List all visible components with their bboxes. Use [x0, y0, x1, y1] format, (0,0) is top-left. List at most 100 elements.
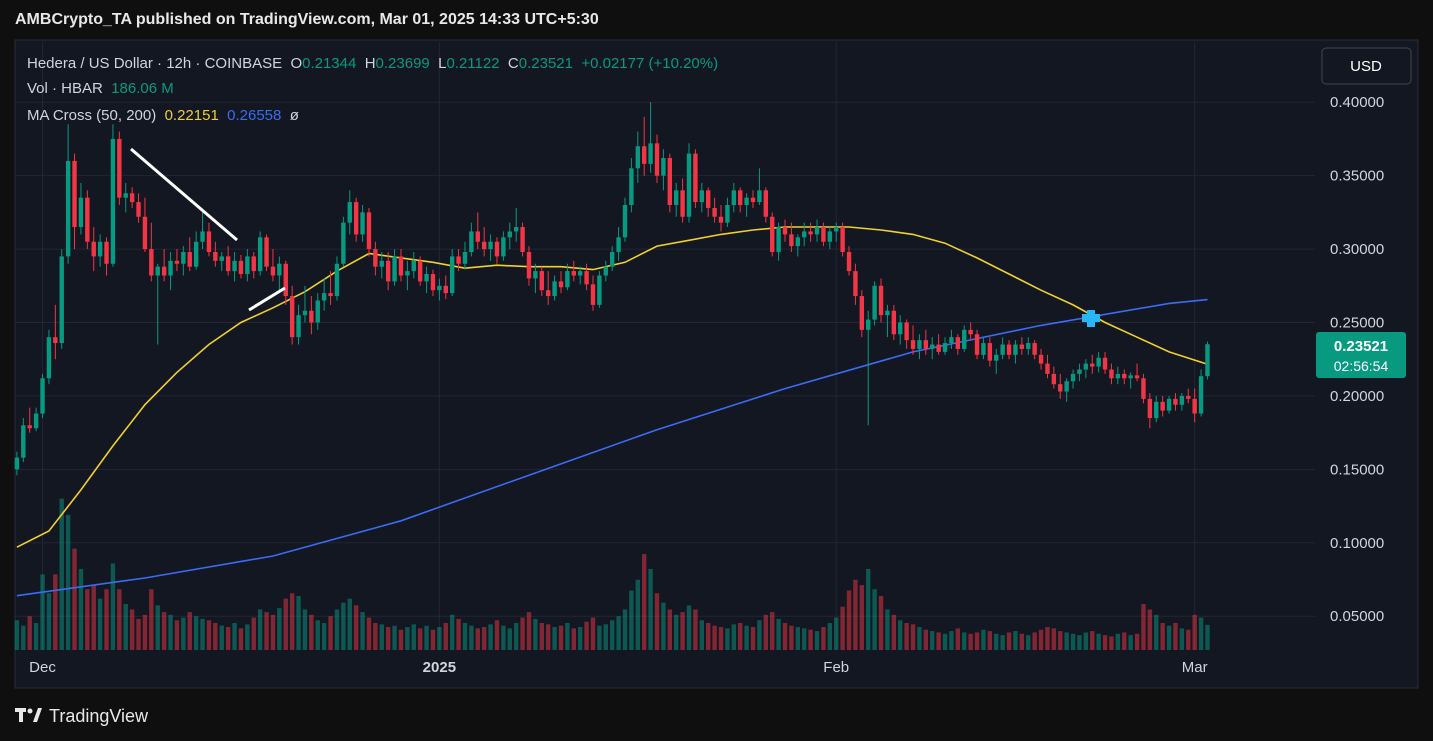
volume-bar [949, 631, 954, 650]
currency-button[interactable] [1321, 47, 1412, 85]
volume-bar [334, 609, 340, 650]
candle-body [942, 343, 948, 352]
candle-body [129, 193, 135, 203]
candle-body [968, 329, 973, 335]
volume-bar [149, 589, 154, 650]
candle-body [718, 216, 724, 223]
candle-body [123, 193, 128, 198]
y-tick-label: 0.30000 [1330, 241, 1384, 258]
candle-body [1006, 344, 1012, 355]
candle-body [488, 241, 493, 250]
volume-bar [834, 617, 839, 650]
candle-body [520, 227, 525, 253]
volume-bar [545, 624, 551, 650]
volume-bar [168, 614, 173, 650]
x-tick-label: 2025 [423, 659, 456, 676]
volume-bar [65, 514, 71, 650]
volume-bar [981, 629, 986, 650]
volume-bar [603, 624, 608, 650]
volume-bar [200, 618, 205, 650]
volume-bar [744, 625, 749, 650]
volume-bar [213, 622, 218, 650]
candle-body [763, 190, 769, 217]
candle-body [622, 205, 628, 238]
volume-bar [488, 624, 493, 650]
volume-bar [430, 629, 436, 650]
volume-bar [469, 625, 474, 650]
x-tick-label: Dec [29, 659, 56, 676]
candle-body [1013, 344, 1018, 355]
volume-bar [533, 618, 538, 650]
candle-body [225, 256, 231, 272]
candle-body [437, 285, 442, 291]
candle-body [955, 337, 961, 349]
candle-body [341, 222, 346, 264]
candle-body [1160, 401, 1165, 411]
volume-bar [1019, 633, 1025, 650]
volume-bar [14, 620, 20, 650]
legend-ma-row: MA Cross (50, 200) 0.22151 0.26558 ø [27, 107, 299, 124]
volume-bar [411, 624, 416, 650]
volume-bar [321, 622, 327, 650]
candle-body [674, 190, 679, 206]
candle-body [725, 205, 730, 223]
candle-body [757, 190, 762, 203]
volume-bar [123, 604, 128, 650]
candle-body [251, 256, 256, 272]
candle-body [898, 322, 903, 335]
volume-bar [270, 614, 276, 650]
candle-body [14, 457, 20, 470]
volume-bar [110, 563, 116, 650]
volume-bar [1115, 633, 1121, 650]
candle-body [808, 231, 813, 235]
volume-bar [654, 593, 660, 650]
volume-bar [341, 602, 346, 650]
candle-body [539, 271, 544, 291]
candle-body [936, 344, 941, 352]
candle-body [654, 143, 660, 176]
candle-body [750, 197, 756, 203]
volume-bar [866, 568, 871, 650]
candle-body [219, 256, 224, 261]
volume-bar [1128, 635, 1133, 650]
candle-body [417, 260, 423, 282]
volume-bar [174, 620, 180, 650]
volume-bar [264, 612, 269, 650]
volume-bar [955, 628, 961, 650]
volume-bar [475, 628, 480, 650]
candle-body [661, 158, 666, 176]
volume-bar [1179, 628, 1185, 650]
ohlc-letter: L [438, 55, 447, 72]
volume-bar [942, 633, 948, 650]
volume-bar [1160, 622, 1165, 650]
candle-body [590, 284, 596, 305]
candle-body [494, 241, 500, 257]
volume-bar [257, 609, 263, 650]
candle-body [78, 197, 84, 228]
volume-bar [21, 625, 26, 650]
volume-bar [373, 622, 378, 650]
candle-body [424, 274, 429, 282]
candle-body [347, 202, 352, 223]
candle-body [405, 271, 410, 276]
volume-bar [1122, 632, 1127, 650]
candle-body [449, 256, 455, 294]
volume-bar [1083, 632, 1089, 650]
candle-body [782, 227, 788, 235]
volume-bar [526, 612, 532, 650]
symbol: Hedera / US Dollar · 12h · COINBASE [27, 55, 283, 72]
candle-body [866, 319, 871, 330]
candle-body [213, 252, 218, 261]
candle-body [1192, 398, 1197, 414]
candle-body [200, 231, 205, 242]
volume-bar [33, 622, 39, 650]
candle-body [1096, 357, 1101, 367]
volume-bar [462, 622, 468, 650]
candle-body [597, 275, 602, 305]
candle-body [149, 249, 154, 276]
candle-body [1147, 398, 1153, 418]
logo-icon [15, 708, 42, 722]
candle-body [283, 263, 288, 297]
volume-bar [1077, 635, 1082, 650]
